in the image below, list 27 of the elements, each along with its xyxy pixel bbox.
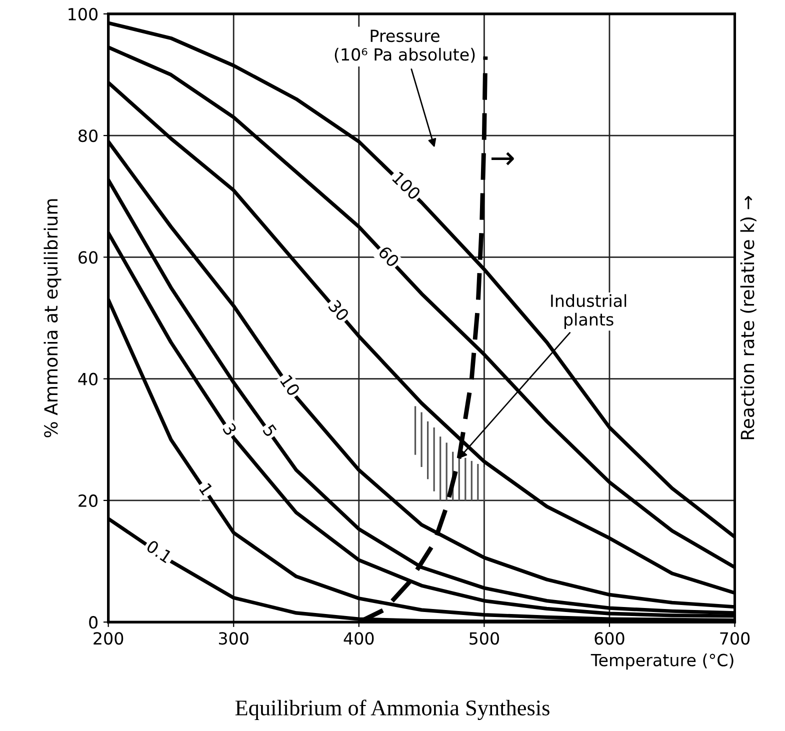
x-tick-label: 200	[94, 632, 124, 645]
text: Equilibrium of Ammonia Synthesis	[235, 700, 550, 720]
text: 3	[222, 422, 238, 436]
annotation: Industrial plants	[551, 294, 626, 329]
annotation: →	[491, 152, 514, 166]
y-tick-label: 0	[89, 616, 98, 629]
y-tick-label: 40	[78, 372, 98, 386]
text: 5	[262, 424, 278, 438]
text: 30	[328, 299, 350, 322]
text: 60	[378, 245, 400, 268]
annotation: Pressure (10⁶ Pa absolute)	[334, 30, 475, 63]
x-tick-label: 600	[594, 632, 624, 645]
y2-axis-title: Reaction rate (relative k) →	[740, 196, 756, 440]
text: 0.1	[146, 539, 172, 564]
y-tick-label: 20	[78, 494, 98, 508]
text: 100	[392, 171, 422, 200]
x-tick-label: 500	[470, 632, 499, 645]
text: 1	[199, 482, 214, 496]
x-tick-label: 300	[218, 632, 248, 645]
y-tick-label: 60	[78, 251, 98, 264]
x-tick-label: 700	[720, 632, 750, 645]
x-axis-title: Temperature (°C)	[590, 654, 734, 670]
x-tick-label: 400	[344, 632, 374, 645]
text: 10	[280, 374, 301, 397]
y-axis-title: % Ammonia at equilibrium	[44, 199, 62, 438]
y-tick-label: 100	[68, 8, 98, 20]
y-tick-label: 80	[78, 129, 98, 142]
